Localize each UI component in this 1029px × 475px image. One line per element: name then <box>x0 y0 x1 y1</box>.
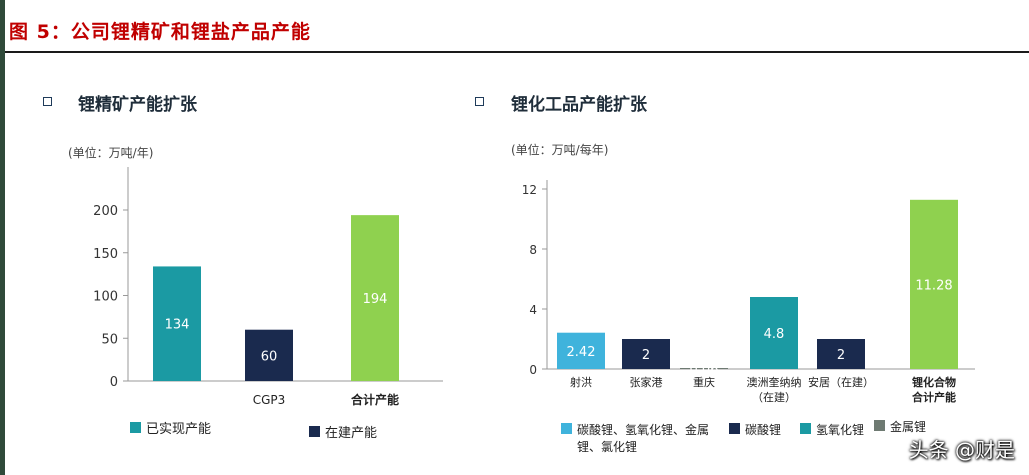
x-category-label: 安居（在建） <box>808 375 874 389</box>
legend-label: 已实现产能 <box>146 422 211 437</box>
y-axis-unit-label: (单位：万吨/年) <box>68 145 153 160</box>
bar <box>245 329 293 381</box>
bar-value-label: 194 <box>363 292 388 307</box>
legend-label: 金属锂 <box>890 419 926 434</box>
legend-swatch <box>800 423 811 434</box>
x-category-label: 射洪 <box>570 375 592 389</box>
legend-label: 在建产能 <box>325 426 377 441</box>
x-category-label: 张家港 <box>630 375 663 389</box>
bar-value-label: 2 <box>837 348 845 363</box>
bar <box>750 297 798 369</box>
y-tick-label: 8 <box>529 243 537 257</box>
y-tick-label: 4 <box>529 303 537 317</box>
y-tick-label: 100 <box>93 290 118 305</box>
watermark: 头条 @财是 <box>908 438 1015 462</box>
y-axis-unit-label: (单位：万吨/每年) <box>511 142 608 157</box>
x-category-label: 澳洲奎纳纳（在建） <box>747 375 802 404</box>
legend-label: 氢氧化锂 <box>816 422 864 437</box>
y-tick-label: 150 <box>93 247 118 262</box>
y-tick-label: 0 <box>110 375 118 390</box>
legend-swatch <box>130 422 141 433</box>
bar <box>622 339 670 369</box>
legend-swatch <box>309 426 320 437</box>
bullet-square-icon <box>475 97 484 106</box>
bar-value-label: 2.42 <box>567 345 596 360</box>
bar <box>557 332 605 369</box>
left-edge-strip <box>0 0 5 475</box>
bar <box>351 215 399 381</box>
legend-swatch <box>729 423 740 434</box>
bar <box>680 368 728 369</box>
x-category-label: 锂化合物合计产能 <box>912 375 956 404</box>
bar <box>153 266 201 381</box>
bar-value-label: 0.06 <box>690 363 719 378</box>
bar-value-label: 11.28 <box>915 278 952 293</box>
legend-swatch <box>874 420 885 431</box>
bar <box>910 199 958 369</box>
left-chart-title: 锂精矿产能扩张 <box>78 95 197 115</box>
bar-value-label: 4.8 <box>764 327 785 342</box>
y-tick-label: 200 <box>93 204 118 219</box>
legend-swatch <box>561 423 572 434</box>
y-tick-label: 12 <box>522 183 537 197</box>
x-category-label: 重庆 <box>693 375 715 389</box>
right-chart-title: 锂化工品产能扩张 <box>511 95 647 115</box>
title-divider <box>5 51 1029 53</box>
bar-value-label: 134 <box>165 318 190 333</box>
legend-label: 碳酸锂、氢氧化锂、金属锂、氯化锂 <box>577 422 709 454</box>
x-category-label: 合计产能 <box>351 392 399 407</box>
y-tick-label: 0 <box>529 363 537 377</box>
x-category-label: CGP3 <box>253 393 286 407</box>
y-tick-label: 50 <box>101 332 118 347</box>
bar-value-label: 2 <box>642 348 650 363</box>
bar <box>817 339 865 369</box>
legend-label: 碳酸锂 <box>745 422 781 437</box>
bar-value-label: 60 <box>261 349 278 364</box>
bullet-square-icon <box>43 97 52 106</box>
figure-title: 图 5：公司锂精矿和锂盐产品产能 <box>9 21 311 43</box>
